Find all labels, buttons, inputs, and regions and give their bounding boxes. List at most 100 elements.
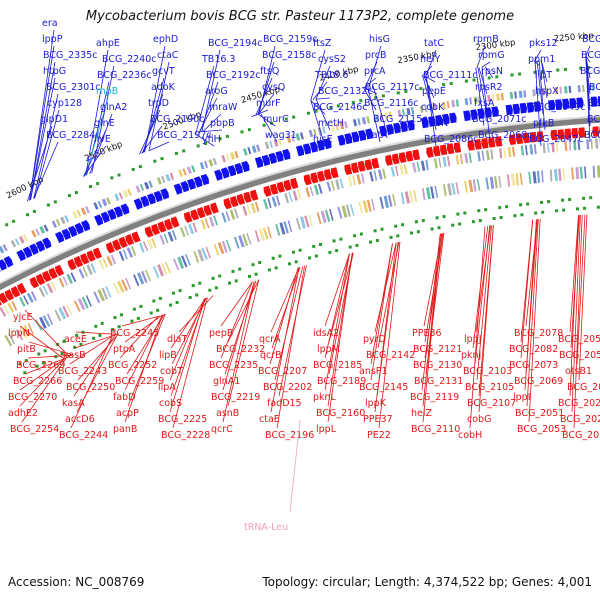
reverse-gene-label: BCG_2254 xyxy=(10,424,59,435)
leader-line xyxy=(24,309,70,357)
feature-block xyxy=(72,211,78,219)
feature-block xyxy=(126,247,134,258)
reverse-gene-label: BCG_2250 xyxy=(66,382,115,393)
forward-gene-label: BCG_2194c xyxy=(208,38,263,49)
feature-block xyxy=(73,300,81,313)
leader-line xyxy=(270,267,300,333)
gc-dot xyxy=(561,198,565,202)
gc-dot xyxy=(131,167,135,171)
reverse-gene-label: pepB xyxy=(209,328,233,339)
reverse-gene-label: BCG_2196 xyxy=(265,430,314,441)
leader-line xyxy=(220,281,253,327)
leader-line xyxy=(370,243,393,365)
feature-block xyxy=(397,109,402,118)
feature-block xyxy=(51,220,58,228)
gc-dot xyxy=(396,234,400,238)
reverse-gene-label: yjcE xyxy=(13,312,33,323)
reverse-gene-label: lppN xyxy=(8,328,30,339)
leader-line xyxy=(278,265,307,397)
forward-gene-arrow xyxy=(29,243,39,255)
forward-gene-label: BCG_2159c xyxy=(263,34,318,45)
feature-block xyxy=(97,200,103,208)
gc-dot xyxy=(369,240,372,244)
forward-gene-arrow xyxy=(81,220,91,232)
reverse-gene-arrow xyxy=(73,255,84,268)
leader-line xyxy=(363,87,377,111)
leader-line xyxy=(222,281,255,423)
reverse-gene-arrow xyxy=(125,234,135,246)
leader-line xyxy=(477,67,487,111)
reverse-gene-label: cobS xyxy=(159,398,182,409)
feature-block xyxy=(384,112,389,120)
reverse-gene-label: BCG_2082 xyxy=(509,344,558,355)
forward-gene-arrow xyxy=(22,246,33,259)
feature-block xyxy=(273,139,279,147)
gc-dot xyxy=(214,286,218,290)
feature-block xyxy=(30,291,37,301)
reverse-gene-label: BCG_2269 xyxy=(16,360,65,371)
genome-backbone xyxy=(0,115,600,291)
feature-block xyxy=(148,180,153,188)
feature-block xyxy=(258,228,266,241)
feature-block xyxy=(247,147,252,155)
gc-dot xyxy=(437,226,441,230)
gc-dot xyxy=(555,209,559,213)
feature-block xyxy=(377,169,383,180)
reverse-gene-label: BCG_2160 xyxy=(316,408,365,419)
gc-dot xyxy=(414,220,418,224)
figure-title: Mycobacterium bovis BCG str. Pasteur 117… xyxy=(85,9,515,24)
leader-line xyxy=(423,76,435,99)
feature-block xyxy=(250,202,256,214)
leader-line xyxy=(27,125,53,202)
feature-block xyxy=(156,177,162,185)
reverse-gene-label: BCG_2202 xyxy=(263,382,312,393)
leader-line xyxy=(91,65,115,174)
leader-line xyxy=(520,219,534,359)
leader-line xyxy=(576,214,586,365)
accession-text: Accession: NC_008769 xyxy=(8,575,145,589)
feature-block xyxy=(225,211,231,222)
leader-line xyxy=(569,215,579,397)
gc-dot xyxy=(262,123,266,127)
reverse-gene-arrow xyxy=(564,128,572,139)
gc-dot xyxy=(510,73,514,77)
scale-label: 2600 kbp xyxy=(5,175,45,202)
leader-line xyxy=(29,45,55,201)
reverse-gene-arrow xyxy=(412,149,421,161)
forward-gene-label: htpG xyxy=(43,66,66,77)
feature-block xyxy=(97,289,106,302)
gc-dot xyxy=(41,361,45,365)
leader-line xyxy=(170,297,206,349)
feature-block xyxy=(42,285,49,296)
feature-block xyxy=(171,230,177,241)
gc-dot xyxy=(451,223,455,227)
gc-dot xyxy=(174,151,178,155)
gc-dot xyxy=(471,220,475,224)
reverse-gene-arrow xyxy=(0,300,2,306)
reverse-gene-label: pyrD xyxy=(363,334,386,345)
feature-block xyxy=(341,205,348,218)
feature-block xyxy=(142,241,149,252)
feature-block xyxy=(335,179,341,190)
feature-block xyxy=(3,305,10,315)
forward-gene-label: BCG_2045c xyxy=(581,50,600,61)
feature-block xyxy=(167,231,174,242)
forward-gene-label: BCG_2049c xyxy=(531,102,586,113)
forward-gene-label: rnpB xyxy=(96,86,118,97)
gc-dot xyxy=(335,249,339,253)
gc-dot xyxy=(449,82,453,85)
reverse-gene-arrow xyxy=(358,160,366,172)
gc-dot xyxy=(292,115,296,119)
reverse-gene-arrow xyxy=(426,146,434,158)
reverse-gene-label: BCG_2029 xyxy=(560,414,600,425)
leader-line xyxy=(172,297,208,429)
leader-line xyxy=(484,66,494,79)
feature-block xyxy=(390,166,396,177)
gc-dot xyxy=(421,219,425,222)
feature-block xyxy=(78,268,85,279)
feature-block xyxy=(406,107,411,116)
reverse-gene-label: pitB xyxy=(17,344,36,355)
leader-line xyxy=(124,314,163,391)
gc-dot xyxy=(117,325,121,329)
